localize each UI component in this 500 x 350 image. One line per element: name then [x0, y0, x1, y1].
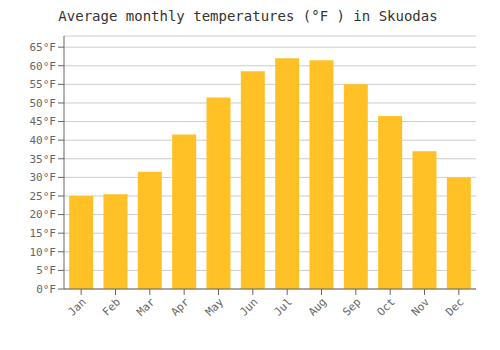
svg-text:30°F: 30°F [30, 171, 57, 184]
svg-text:65°F: 65°F [30, 41, 57, 54]
svg-text:25°F: 25°F [30, 190, 57, 203]
svg-text:60°F: 60°F [30, 60, 57, 73]
svg-text:50°F: 50°F [30, 97, 57, 110]
html-text:Average monthly temperatures (: Average monthly temperatures (°F ) in Sk… [58, 8, 438, 24]
svg-text:10°F: 10°F [30, 246, 57, 259]
svg-text:5°F: 5°F [36, 264, 56, 277]
svg-text:Aug: Aug [306, 295, 329, 318]
svg-text:15°F: 15°F [30, 227, 57, 240]
svg-text:Jan: Jan [66, 295, 89, 318]
svg-text:Feb: Feb [100, 295, 123, 318]
svg-text:35°F: 35°F [30, 153, 57, 166]
svg-text:Sep: Sep [340, 295, 363, 318]
svg-text:20°F: 20°F [30, 208, 57, 221]
svg-text:55°F: 55°F [30, 78, 57, 91]
svg-text:May: May [203, 295, 227, 319]
svg-text:0°F: 0°F [36, 283, 56, 296]
svg-text:40°F: 40°F [30, 134, 57, 147]
svg-text:Dec: Dec [443, 295, 466, 318]
svg-text:Jun: Jun [237, 295, 260, 318]
svg-text:Apr: Apr [169, 295, 193, 319]
svg-text:Jul: Jul [272, 295, 295, 318]
svg-text:45°F: 45°F [30, 115, 57, 128]
svg-text:Nov: Nov [409, 295, 433, 319]
svg-text:Mar: Mar [134, 295, 158, 319]
svg-text:Oct: Oct [375, 295, 398, 318]
